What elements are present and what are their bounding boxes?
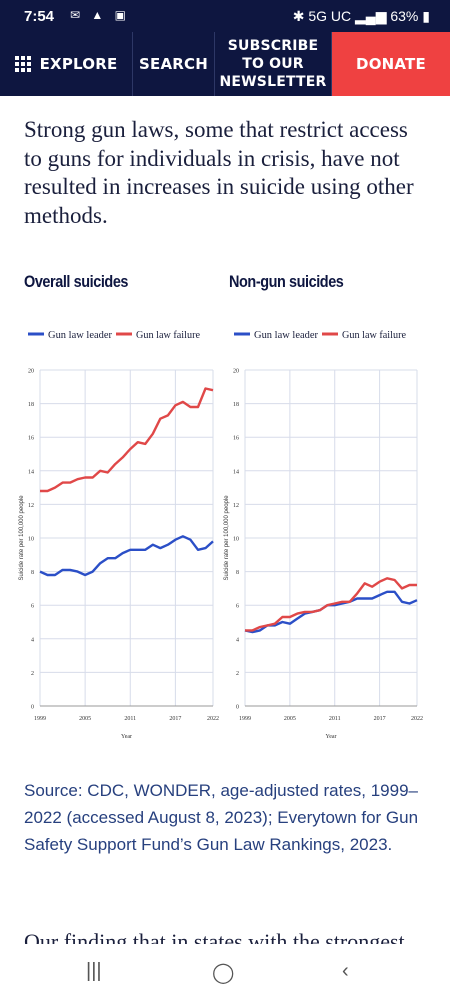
newsletter-label: SUBSCRIBE TO OUR NEWSLETTER [219, 37, 326, 91]
charts-figure: Gun law leader Gun law failure 0 2 4 6 8 10 12 14… [19, 329, 423, 740]
status-bar: 7:54 ✉ ▲ ▣ ✱ 5G UC ▂▄▆ 63% ▮ [0, 0, 450, 32]
series-line-gun-law-leader [39, 535, 214, 577]
newsletter-line-1: SUBSCRIBE [227, 38, 319, 54]
x-tick-label: 2005 [284, 716, 296, 722]
system-nav-bar: ||| ◯ ‹ [0, 944, 450, 1000]
donate-button[interactable]: DONATE [332, 32, 450, 96]
x-tick-label: 1999 [34, 716, 46, 722]
legend-label-1: Gun law failure [136, 329, 200, 341]
explore-button[interactable]: EXPLORE [0, 32, 133, 96]
signal-icon: ▂▄▆ [355, 8, 387, 24]
x-tick-label: 2011 [329, 716, 341, 722]
search-button[interactable]: SEARCH [133, 32, 215, 96]
newsletter-button[interactable]: SUBSCRIBE TO OUR NEWSLETTER [215, 32, 332, 96]
series-line-gun-law-leader [244, 590, 418, 634]
x-tick-label: 2022 [411, 716, 423, 722]
y-axis-label: Suicide rate per 100,000 people [19, 495, 25, 581]
network-label: 5G UC [308, 8, 352, 24]
y-tick-label: 12 [233, 503, 239, 509]
x-tick-label: 2017 [169, 716, 181, 722]
y-tick-label: 16 [28, 436, 34, 442]
x-axis-label: Year [121, 734, 132, 740]
y-tick-label: 20 [233, 369, 239, 375]
x-tick-label: 2022 [207, 716, 219, 722]
battery-icon: ▮ [422, 8, 430, 24]
y-tick-label: 2 [236, 671, 239, 677]
y-tick-label: 8 [31, 570, 34, 576]
clock: 7:54 [24, 8, 55, 25]
y-tick-label: 6 [236, 604, 239, 610]
source-note: Source: CDC, WONDER, age-adjusted rates,… [24, 781, 419, 854]
y-tick-label: 4 [236, 637, 239, 643]
back-icon[interactable]: ‹ [342, 960, 349, 982]
y-tick-label: 2 [31, 671, 34, 677]
grid-menu-icon [14, 56, 31, 72]
y-tick-label: 12 [28, 503, 34, 509]
home-icon[interactable]: ◯ [212, 962, 235, 984]
legend-label-0: Gun law leader [254, 329, 318, 341]
x-tick-label: 2005 [79, 716, 91, 722]
x-tick-label: 1999 [239, 716, 251, 722]
series-line-gun-law-failure [245, 577, 417, 632]
status-right: ✱ 5G UC ▂▄▆ 63% ▮ [293, 8, 430, 25]
y-tick-label: 18 [28, 402, 34, 408]
y-tick-label: 16 [233, 436, 239, 442]
bluetooth-icon: ✱ [292, 8, 305, 24]
y-tick-label: 20 [28, 369, 34, 375]
y-tick-label: 0 [31, 705, 34, 711]
newsletter-line-3: NEWSLETTER [219, 74, 327, 90]
notification-icons: ✉ ▲ ▣ [70, 8, 130, 22]
chart-title-non-gun: Non-gun suicides [229, 272, 344, 291]
y-tick-label: 4 [31, 637, 34, 643]
y-tick-label: 18 [233, 402, 239, 408]
chart-title-overall: Overall suicides [24, 272, 129, 291]
y-tick-label: 10 [28, 537, 34, 543]
legend-label-0: Gun law leader [48, 329, 112, 341]
x-tick-label: 2017 [374, 716, 386, 722]
recent-apps-icon[interactable]: ||| [86, 960, 102, 982]
y-tick-label: 0 [236, 705, 239, 711]
section-headline: Strong gun laws, some that restrict acce… [24, 117, 414, 228]
y-tick-label: 10 [233, 537, 239, 543]
explore-label: EXPLORE [39, 55, 118, 73]
site-nav: EXPLORE SEARCH SUBSCRIBE TO OUR NEWSLETT… [0, 32, 450, 96]
donate-label: DONATE [356, 55, 426, 73]
next-paragraph: Our finding that in states with the stro… [24, 929, 405, 946]
y-tick-label: 8 [236, 570, 239, 576]
legend-label-1: Gun law failure [342, 329, 406, 341]
newsletter-line-2: TO OUR [242, 56, 304, 72]
battery-label: 63% [390, 8, 419, 24]
y-tick-label: 14 [233, 469, 239, 475]
y-tick-label: 14 [28, 469, 34, 475]
y-tick-label: 6 [31, 604, 34, 610]
search-label: SEARCH [139, 55, 208, 73]
y-axis-label: Suicide rate per 100,000 people [224, 495, 230, 581]
x-axis-label: Year [325, 734, 336, 740]
x-tick-label: 2011 [124, 716, 136, 722]
series-line-gun-law-failure [40, 387, 214, 493]
